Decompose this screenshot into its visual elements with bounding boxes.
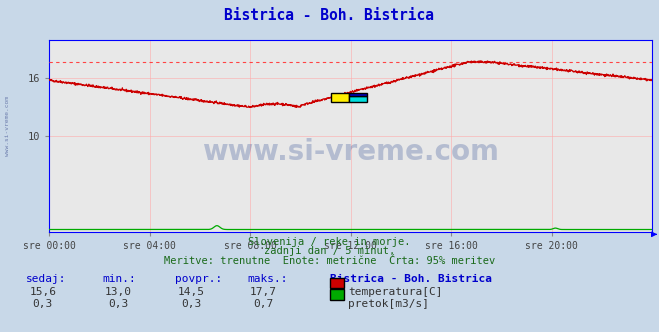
Text: Bistrica - Boh. Bistrica: Bistrica - Boh. Bistrica [330,274,492,284]
Text: 0,3: 0,3 [181,299,201,309]
Text: sedaj:: sedaj: [26,274,67,284]
Text: 17,7: 17,7 [250,287,277,297]
Text: min.:: min.: [102,274,136,284]
Text: zadnji dan / 5 minut.: zadnji dan / 5 minut. [264,246,395,256]
Text: 13,0: 13,0 [105,287,132,297]
Text: Meritve: trenutne  Enote: metrične  Črta: 95% meritev: Meritve: trenutne Enote: metrične Črta: … [164,256,495,266]
FancyBboxPatch shape [349,97,367,102]
Text: pretok[m3/s]: pretok[m3/s] [348,299,429,309]
Text: 0,3: 0,3 [109,299,129,309]
Text: Slovenija / reke in morje.: Slovenija / reke in morje. [248,237,411,247]
Text: povpr.:: povpr.: [175,274,222,284]
Text: Bistrica - Boh. Bistrica: Bistrica - Boh. Bistrica [225,8,434,23]
FancyBboxPatch shape [349,93,367,97]
Text: maks.:: maks.: [247,274,287,284]
Text: 0,3: 0,3 [33,299,53,309]
FancyBboxPatch shape [331,93,349,102]
Text: 14,5: 14,5 [178,287,204,297]
Text: 0,7: 0,7 [254,299,273,309]
Text: 15,6: 15,6 [30,287,56,297]
Text: temperatura[C]: temperatura[C] [348,287,442,297]
Text: www.si-vreme.com: www.si-vreme.com [202,137,500,166]
Text: www.si-vreme.com: www.si-vreme.com [5,96,11,156]
